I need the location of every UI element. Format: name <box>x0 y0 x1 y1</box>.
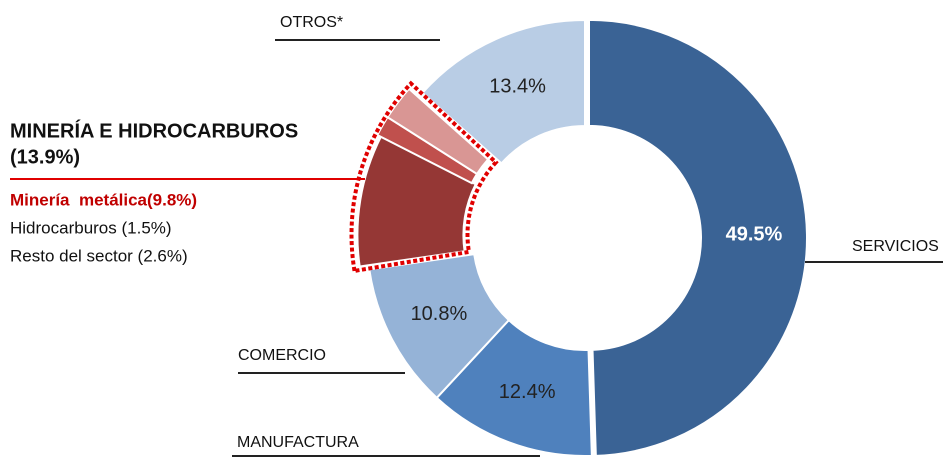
group-item: Minería metálica(9.8%) <box>10 190 197 209</box>
group-highlight <box>349 80 499 274</box>
value-label: 49.5% <box>726 224 783 246</box>
value-label: 12.4% <box>499 381 556 403</box>
group-title: MINERÍA E HIDROCARBUROS <box>10 119 298 142</box>
category-label: MANUFACTURA <box>237 434 359 451</box>
donut-slice <box>386 87 490 176</box>
value-label: 13.4% <box>489 76 546 98</box>
value-label: 10.8% <box>411 303 468 325</box>
group-item: Hidrocarburos (1.5%) <box>10 218 172 237</box>
category-label: OTROS* <box>280 14 343 31</box>
category-label: COMERCIO <box>238 347 326 364</box>
group-item: Resto del sector (2.6%) <box>10 246 188 265</box>
category-label: SERVICIOS <box>852 238 939 255</box>
donut-slice <box>420 18 586 165</box>
donut-slice <box>588 18 808 457</box>
group-title: (13.9%) <box>10 146 80 168</box>
